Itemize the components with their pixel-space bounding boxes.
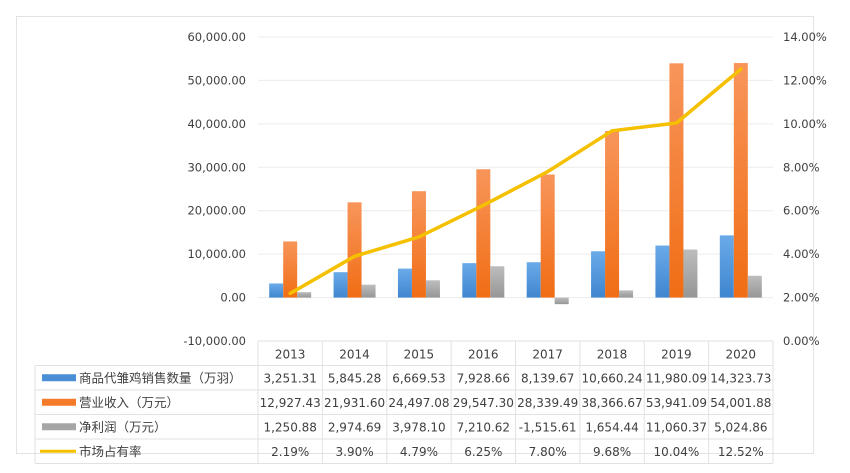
bar-net-profit [425,280,440,298]
table-cell: 29,547.30 [453,396,514,410]
right-axis-tick-label: 6.00% [783,204,820,218]
legend-label: 营业收入（万元） [79,395,179,410]
bar-sales-volume [397,268,412,298]
bar-net-profit [683,249,698,298]
bar-revenue [669,63,684,298]
bar-net-profit [554,297,569,305]
legend-label: 市场占有率 [79,444,142,459]
right-axis-tick-label: 2.00% [783,291,820,305]
bar-net-profit [747,275,762,298]
bar-sales-volume [719,235,734,298]
table-cell: 11,980.09 [646,371,707,385]
right-axis-tick-label: 8.00% [783,160,820,174]
table-cell: 11,060.37 [646,420,707,434]
table-cell: 54,001.88 [710,396,771,410]
category-label: 2019 [661,347,692,361]
right-axis-tick-label: 14.00% [783,30,827,44]
bar-revenue [476,169,491,298]
bar-net-profit [619,290,634,298]
bar-sales-volume [269,283,284,298]
table-cell: 8,139.67 [521,371,574,385]
right-axis-tick-label: 4.00% [783,247,820,261]
table-cell: 9.68% [593,445,631,459]
bar-net-profit [361,284,376,298]
left-axis-tick-label: 0.00 [220,291,246,305]
category-label: 2020 [726,347,757,361]
bar-sales-volume [462,263,477,298]
left-axis-tick-label: 10,000.00 [187,247,246,261]
table-cell: 2,974.69 [328,420,381,434]
table-cell: 28,339.49 [517,396,578,410]
table-cell: 14,323.73 [710,371,771,385]
table-cell: 53,941.09 [646,396,707,410]
category-label: 2013 [275,347,306,361]
market-share-line [288,67,743,296]
table-cell: 3,978.10 [392,420,445,434]
bar-sales-volume [333,272,348,298]
table-cell: 21,931.60 [324,396,385,410]
table-cell: 1,654.44 [585,420,638,434]
right-axis-tick-label: 0.00% [783,334,820,348]
legend-key-revenue [42,398,76,406]
bar-net-profit [490,266,505,298]
table-cell: 5,024.86 [714,420,767,434]
table-cell: 6.25% [464,445,502,459]
legend-key-sales-volume [42,374,76,382]
table-cell: 2.19% [271,445,309,459]
left-axis-tick-label: 50,000.00 [187,73,246,87]
bar-revenue [540,174,555,298]
left-axis-tick-label: 30,000.00 [187,160,246,174]
left-axis-tick-label: -10,000.00 [183,334,246,348]
right-axis-tick-label: 12.00% [783,73,827,87]
category-label: 2014 [339,347,370,361]
legend-key-net-profit [42,423,76,431]
bar-sales-volume [526,262,541,298]
category-label: 2018 [597,347,628,361]
table-cell: 38,366.67 [582,396,643,410]
left-axis-tick-label: 40,000.00 [187,117,246,131]
category-label: 2016 [468,347,499,361]
left-axis-tick-label: 20,000.00 [187,204,246,218]
bar-revenue [605,130,620,298]
bar-revenue [411,191,426,298]
table-cell: 3.90% [336,445,374,459]
category-label: 2015 [404,347,435,361]
table-cell: 7,928.66 [457,371,510,385]
table-cell: -1,515.61 [519,420,577,434]
bar-net-profit [297,292,312,298]
table-cell: 12,927.43 [260,396,321,410]
table-cell: 7,210.62 [457,420,510,434]
bar-revenue [733,63,748,298]
table-cell: 7.80% [529,445,567,459]
bar-sales-volume [655,245,670,298]
table-cell: 10.04% [654,445,700,459]
legend-label: 净利润（万元） [79,419,167,434]
right-axis-tick-label: 10.00% [783,117,827,131]
category-label: 2017 [532,347,563,361]
table-cell: 24,497.08 [388,396,449,410]
table-cell: 5,845.28 [328,371,381,385]
table-cell: 10,660.24 [582,371,643,385]
table-cell: 4.79% [400,445,438,459]
legend-label: 商品代雏鸡销售数量（万羽） [79,370,242,385]
table-cell: 6,669.53 [392,371,445,385]
table-cell: 3,251.31 [263,371,316,385]
bar-sales-volume [591,251,606,298]
bar-revenue [283,241,298,298]
bar-revenue [347,202,362,298]
table-cell: 1,250.88 [263,420,316,434]
table-cell: 12.52% [718,445,764,459]
left-axis-tick-label: 60,000.00 [187,30,246,44]
